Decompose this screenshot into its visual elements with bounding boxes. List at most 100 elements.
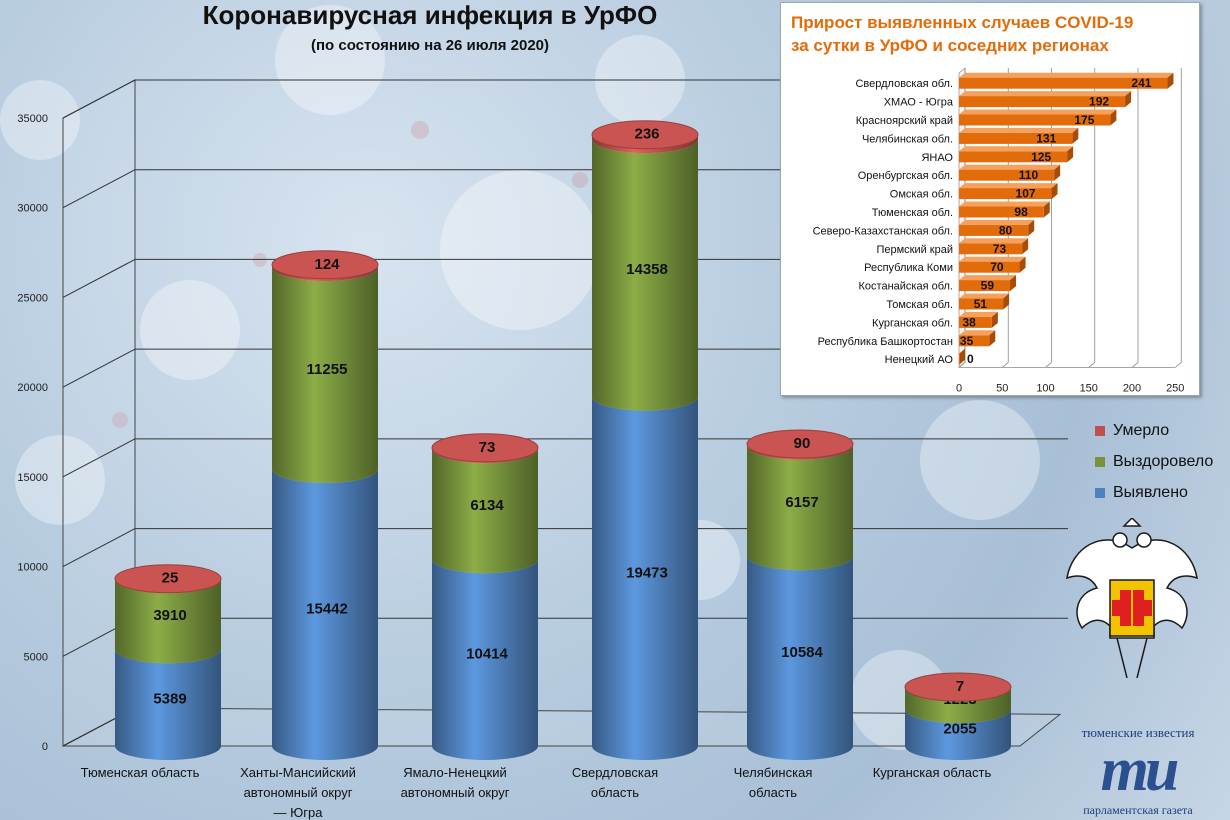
x-category-label: Челябинская xyxy=(734,765,813,780)
bar-body xyxy=(115,579,221,664)
bar-segment-recovered xyxy=(272,266,378,483)
inset-bar-side xyxy=(989,330,996,347)
inset-data-label: 38 xyxy=(963,315,977,329)
inset-title-line-1: Прирост выявленных случаев COVID-19 xyxy=(791,13,1134,32)
data-label: 25 xyxy=(162,570,179,587)
inset-grid-diagonal xyxy=(958,362,966,368)
inset-data-label: 80 xyxy=(999,223,1013,237)
bar-body xyxy=(432,559,538,760)
inset-bar-side xyxy=(1022,238,1029,255)
inset-bar-side xyxy=(1067,146,1074,163)
inset-category-label: Ненецкий АО xyxy=(885,354,954,366)
inset-category-label: Челябинская обл. xyxy=(862,133,953,145)
y-tick-label: 30000 xyxy=(17,203,48,215)
bar-segment-detected xyxy=(272,468,378,760)
inset-category-label: Свердловская обл. xyxy=(855,78,953,90)
data-label: 236 xyxy=(634,126,659,143)
bar-body xyxy=(115,649,221,760)
inset-bar-top xyxy=(959,293,1010,299)
inset-bar xyxy=(959,330,996,347)
inset-bar xyxy=(959,348,965,365)
inset-data-label: 70 xyxy=(990,260,1004,274)
legend-label-detected: Выявлено xyxy=(1113,483,1188,501)
bar-segment-detected xyxy=(432,559,538,760)
inset-bar-front xyxy=(959,224,1029,236)
inset-bar xyxy=(959,219,1035,236)
bar-top-cap xyxy=(431,433,539,463)
inset-bar-side xyxy=(1043,201,1050,218)
bar-body xyxy=(747,445,853,571)
inset-category-label: Тюменская обл. xyxy=(872,207,953,219)
bar-segment-detected xyxy=(905,709,1011,760)
inset-bar xyxy=(959,72,1174,89)
inset-bar-front xyxy=(959,132,1073,144)
inset-bar-front xyxy=(959,280,1011,292)
y-tick-label: 35000 xyxy=(17,113,48,125)
bar-body xyxy=(905,709,1011,760)
bar-body xyxy=(592,134,698,153)
data-label: 73 xyxy=(479,439,496,456)
inset-bar xyxy=(959,91,1132,108)
bar-body xyxy=(747,556,853,760)
x-category-label: Курганская область xyxy=(873,765,992,780)
y-tick-label: 0 xyxy=(42,741,48,753)
legend-item-deaths: Умерло xyxy=(1095,415,1213,446)
bar-segment-detected xyxy=(592,396,698,760)
inset-grid-diagonal xyxy=(1131,362,1139,368)
inset-bar-front xyxy=(959,206,1044,218)
x-category-label: область xyxy=(591,785,639,800)
y-tick-label: 15000 xyxy=(17,472,48,484)
legend-swatch-deaths xyxy=(1095,425,1105,436)
bar-top-cap xyxy=(114,564,222,594)
inset-bar-top xyxy=(959,238,1029,244)
inset-data-label: 192 xyxy=(1089,95,1109,109)
inset-category-label: Оренбургская обл. xyxy=(858,170,953,182)
y-tick-label: 25000 xyxy=(17,292,48,304)
inset-bar-side xyxy=(1167,72,1174,89)
grid-line-diagonal xyxy=(62,258,136,298)
inset-bar-top xyxy=(959,275,1017,281)
data-label: 5389 xyxy=(153,691,186,708)
inset-grid-diagonal xyxy=(1088,362,1096,368)
x-category-label: Ямало-Ненецкий xyxy=(403,765,507,780)
legend-swatch-detected xyxy=(1095,487,1105,498)
inset-category-label: Красноярский край xyxy=(856,115,953,127)
inset-bar-side xyxy=(1028,219,1035,236)
inset-category-label: ХМАО - Югра xyxy=(884,97,954,109)
y-tick-label: 10000 xyxy=(17,562,48,574)
bar-body xyxy=(272,468,378,760)
bar-body xyxy=(432,449,538,574)
inset-data-label: 98 xyxy=(1014,205,1028,219)
inset-bar-front xyxy=(959,298,1004,310)
logo-top-text: тюменские известия xyxy=(1081,725,1195,740)
rospotrebnadzor-emblem-icon xyxy=(1066,518,1198,679)
legend-label-deaths: Умерло xyxy=(1113,421,1170,439)
inset-data-label: 107 xyxy=(1016,187,1036,201)
inset-title-line-2: за сутки в УрФО и соседних регионах xyxy=(791,36,1109,55)
grid-line-diagonal xyxy=(62,169,136,209)
inset-bar-top xyxy=(959,127,1079,133)
x-category-label: Свердловская xyxy=(572,765,658,780)
inset-data-label: 241 xyxy=(1131,76,1151,90)
inset-grid-diagonal xyxy=(1045,362,1052,368)
logo-bottom-text: парламентская газета xyxy=(1083,803,1193,817)
inset-data-label: 175 xyxy=(1074,113,1094,127)
inset-bar-front xyxy=(959,96,1126,108)
inset-bar-top xyxy=(959,256,1026,262)
inset-bar-top xyxy=(959,164,1061,170)
inset-bar-side xyxy=(1051,183,1058,200)
bar-body xyxy=(272,266,378,483)
inset-data-label: 125 xyxy=(1031,150,1051,164)
inset-category-label: Курганская обл. xyxy=(872,317,953,329)
inset-bar-top xyxy=(959,330,996,336)
bar-segment-detected xyxy=(115,649,221,760)
data-label: 6134 xyxy=(470,497,504,514)
x-category-label: Тюменская область xyxy=(81,765,200,780)
bar-segment-deaths xyxy=(271,250,379,281)
data-label: 6157 xyxy=(785,494,818,511)
inset-x-tick-label: 150 xyxy=(1080,382,1098,394)
inset-x-tick-label: 50 xyxy=(996,382,1008,394)
inset-bar xyxy=(959,164,1061,181)
inset-bar-side xyxy=(1003,293,1010,310)
inset-x-tick-label: 100 xyxy=(1036,382,1054,394)
